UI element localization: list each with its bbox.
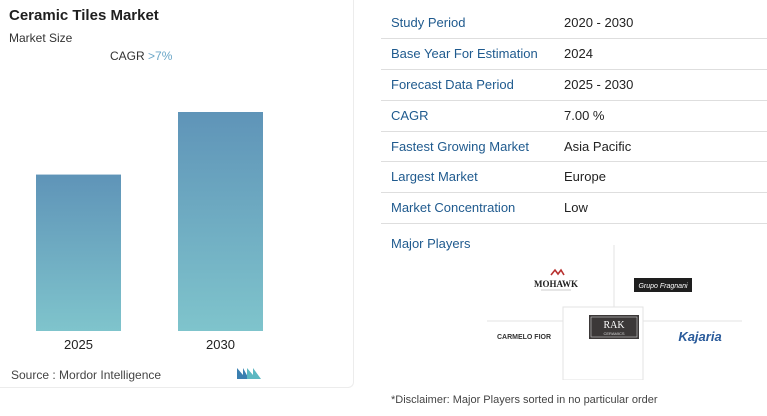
info-row: Forecast Data Period 2025 - 2030 [381,70,767,101]
fragnani-logo-text: Grupo Fragnani [638,283,687,290]
market-info-table: Study Period 2020 - 2030 Base Year For Est… [381,8,767,224]
fragnani-logo: Grupo Fragnani [634,278,692,292]
mohawk-logo-text: MOHAWK [534,279,578,289]
mohawk-logo: MOHAWK [534,270,578,290]
rak-logo-text: RAK [603,320,625,331]
x-tick-label: 2030 [206,337,235,352]
kajaria-logo-text: Kajaria [678,329,721,344]
info-key: Forecast Data Period [391,77,514,92]
info-key: Base Year For Estimation [391,46,538,61]
info-key: Market Concentration [391,200,515,215]
info-value: Europe [564,169,606,184]
bar-2030 [178,112,263,331]
info-value: 2024 [564,46,593,61]
bar-2025 [36,175,121,331]
carmelo-fior-logo-text: CARMELO FIOR [497,334,551,341]
info-key: Largest Market [391,169,478,184]
info-key: Study Period [391,15,465,30]
info-value: 7.00 % [564,108,604,123]
chart-card: Ceramic Tiles Market Market Size CAGR >7… [0,0,354,388]
info-row: Fastest Growing Market Asia Pacific [381,132,767,163]
source-text: Source : Mordor Intelligence [11,368,161,382]
major-players-logos: MOHAWK Grupo Fragnani RAK CERAMICS CARME… [487,245,742,380]
info-value: 2020 - 2030 [564,15,633,30]
disclaimer-text: *Disclaimer: Major Players sorted in no … [391,394,658,406]
info-key: Fastest Growing Market [391,139,529,154]
x-tick-label: 2025 [64,337,93,352]
info-row: Study Period 2020 - 2030 [381,8,767,39]
info-row: CAGR 7.00 % [381,101,767,132]
bar-chart: 2025 2030 [0,0,354,388]
rak-ceramics-logo: RAK CERAMICS [589,315,639,339]
major-players-title: Major Players [391,236,470,251]
carmelo-fior-logo: CARMELO FIOR [497,334,551,341]
info-key: CAGR [391,108,429,123]
info-row: Market Concentration Low [381,193,767,224]
rak-logo-subtext: CERAMICS [603,331,624,336]
info-value: 2025 - 2030 [564,77,633,92]
kajaria-logo: Kajaria [678,329,721,344]
info-row: Base Year For Estimation 2024 [381,39,767,70]
mordor-intelligence-logo-icon [236,366,262,380]
info-value: Asia Pacific [564,139,631,154]
info-value: Low [564,200,588,215]
info-row: Largest Market Europe [381,162,767,193]
